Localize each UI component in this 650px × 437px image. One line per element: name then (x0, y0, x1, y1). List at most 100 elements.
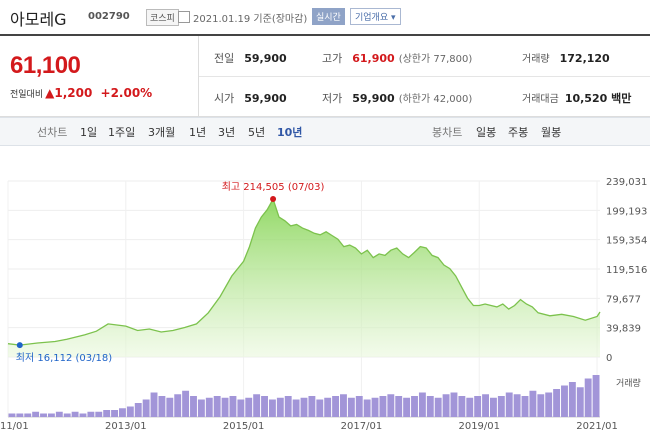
trade-value-value: 10,520 백만 (564, 92, 632, 105)
volume-bar (513, 394, 521, 417)
open-value: 59,900 (244, 92, 287, 105)
volume-bar (434, 397, 442, 417)
volume-bar (197, 399, 205, 417)
volume-bar (134, 403, 142, 417)
change-label: 전일대비 (10, 90, 44, 100)
volume-bar (340, 394, 347, 417)
tab-3y[interactable]: 3년 (218, 126, 236, 139)
volume-bar (545, 392, 553, 417)
volume-bar (205, 397, 213, 417)
volume-bar (411, 396, 418, 417)
tab-5y[interactable]: 5년 (248, 126, 266, 139)
chart-period-tabs: 선차트 1일 1주일 3개월 1년 3년 5년 10년 봉차트 일봉 주봉 월봉 (0, 117, 650, 146)
volume-bar (142, 399, 150, 417)
x-tick-label: 2013/01 (105, 421, 147, 432)
volume-bar (284, 396, 292, 417)
trade-value-label: 거래대금 (522, 94, 559, 105)
tab-1y[interactable]: 1년 (189, 126, 207, 139)
volume-bar (126, 406, 134, 417)
y-tick-label: 239,031 (606, 177, 647, 188)
price-line (7, 197, 601, 346)
stock-name: 아모레G (10, 10, 67, 29)
x-tick-label: 2019/01 (458, 421, 500, 432)
volume-bar (300, 397, 308, 417)
low-label: 저가 (322, 92, 343, 105)
volume-bar (332, 396, 340, 417)
tab-daily[interactable]: 일봉 (476, 126, 497, 139)
volume-bar (119, 408, 126, 417)
tab-10y[interactable]: 10년 (277, 126, 303, 139)
tab-1w[interactable]: 1주일 (108, 126, 136, 139)
tab-monthly[interactable]: 월봉 (541, 126, 562, 139)
volume-bar (95, 411, 103, 417)
volume-bar (387, 394, 395, 417)
current-price: 61,100 (10, 52, 81, 79)
volume-bar (482, 394, 489, 417)
x-tick-label: 2017/01 (341, 421, 383, 432)
low-annotation: 최저 16,112 (03/18) (16, 352, 112, 364)
high-annotation: 최고 214,505 (07/03) (222, 181, 325, 193)
prev-close-value: 59,900 (244, 52, 287, 65)
volume-bar (40, 413, 47, 417)
volume-bar (316, 399, 324, 417)
open-price: 시가 59,900 (214, 90, 287, 106)
volume-bar (103, 410, 111, 417)
volume-bar (505, 392, 513, 417)
volume-bar (292, 399, 300, 417)
volume-bar (466, 397, 474, 417)
volume-bar (276, 397, 284, 417)
realtime-button[interactable]: 실시간 (312, 8, 345, 25)
volume-bar (79, 413, 87, 417)
high-label: 고가 (322, 52, 343, 65)
prev-close: 전일 59,900 (214, 50, 287, 66)
volume-bar (418, 392, 426, 417)
low-point-marker (16, 342, 23, 349)
volume-bar (174, 394, 182, 417)
volume-bar (576, 387, 584, 417)
volume-bar (347, 397, 355, 417)
tab-3m[interactable]: 3개월 (148, 126, 176, 139)
high-value: 61,900 (352, 52, 395, 65)
tab-1d[interactable]: 1일 (80, 126, 98, 139)
price-chart: 239,031 199,193 159,354 119,516 79,677 39,839… (0, 165, 650, 433)
volume: 거래량 172,120 (522, 50, 610, 65)
volume-bar (8, 413, 16, 417)
volume-bar (450, 392, 458, 417)
y-tick-label: 199,193 (606, 206, 647, 217)
volume-bar (592, 375, 600, 417)
volume-bar (16, 413, 24, 417)
y-tick-label: 39,839 (606, 324, 641, 335)
company-overview-button[interactable]: 기업개요 ▾ (350, 8, 401, 25)
volume-bar (474, 396, 482, 417)
line-chart-label: 선차트 (37, 126, 68, 139)
volume-bar (584, 378, 592, 417)
volume-bar (245, 397, 253, 417)
y-tick-label: 0 (606, 353, 612, 364)
volume-label: 거래량 (522, 54, 550, 65)
volume-bar (458, 396, 466, 417)
price-chart-svg: 239,031 199,193 159,354 119,516 79,677 39,839… (0, 177, 647, 432)
calendar-icon (178, 11, 190, 23)
volume-bar (561, 385, 568, 417)
tab-weekly[interactable]: 주봉 (508, 126, 529, 139)
low-price: 저가 59,900 (하한가 42,000) (322, 90, 472, 106)
volume-bar (71, 411, 79, 417)
volume-bar (268, 399, 276, 417)
up-arrow-icon: ▲ (45, 86, 55, 100)
volume-bar (308, 396, 316, 417)
volume-bar (403, 397, 411, 417)
market-badge: 코스피 (146, 9, 179, 26)
stock-code: 002790 (88, 11, 130, 22)
volume-bar (47, 413, 55, 417)
volume-bar (371, 397, 379, 417)
y-tick-label: 79,677 (606, 294, 641, 305)
volume-bar (182, 390, 190, 417)
volume-bar (568, 382, 576, 417)
volume-bar (489, 397, 497, 417)
volume-bar (213, 396, 221, 417)
volume-bar (24, 413, 32, 417)
y-tick-label: 159,354 (606, 236, 647, 247)
volume-bar (261, 396, 268, 417)
volume-bar (497, 396, 505, 417)
volume-bar (32, 411, 40, 417)
